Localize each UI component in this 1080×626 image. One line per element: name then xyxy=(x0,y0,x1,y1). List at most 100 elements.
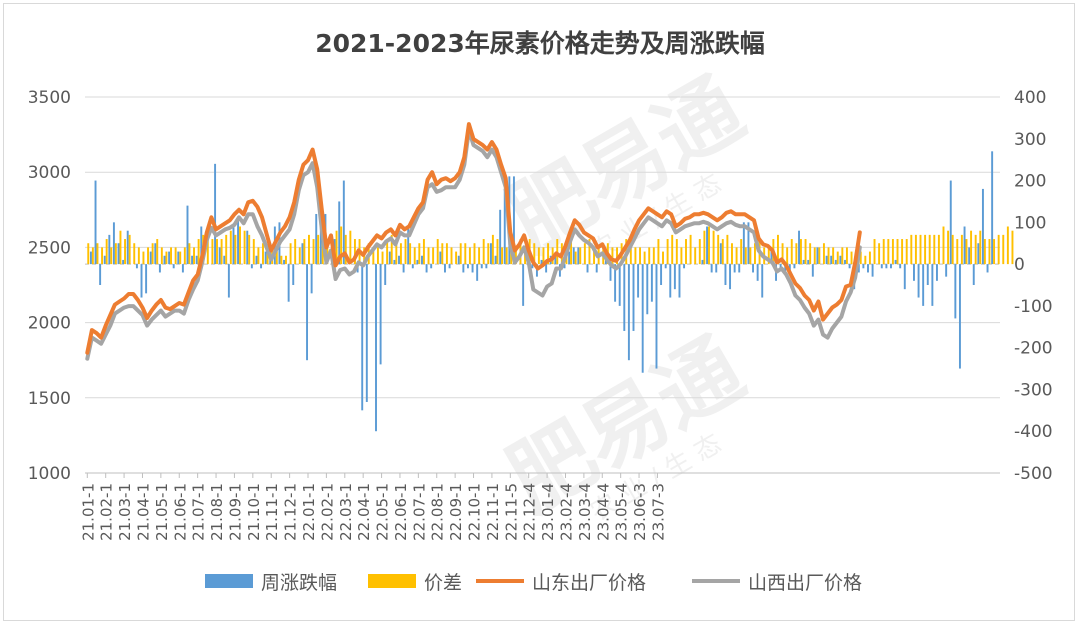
spread-bar xyxy=(280,255,283,265)
spread-bar xyxy=(542,247,545,265)
weekly-change-bar xyxy=(494,255,497,265)
weekly-change-bar xyxy=(986,264,989,273)
spread-bar xyxy=(703,230,706,265)
right-tick-label: -200 xyxy=(1014,339,1053,359)
spread-bar xyxy=(891,239,894,265)
right-tick-label: 100 xyxy=(1014,213,1046,233)
spread-bar xyxy=(294,239,297,265)
spread-bar xyxy=(813,247,816,265)
watermark-group: 肥易通 农 业 / 生 态 肥易通 农 业 / 生 态 xyxy=(492,59,759,530)
spread-bar xyxy=(786,247,789,265)
spread-bar xyxy=(809,243,812,265)
weekly-change-bar xyxy=(719,243,722,265)
weekly-change-bar xyxy=(476,264,479,281)
weekly-change-bar xyxy=(862,264,865,269)
spread-bar xyxy=(827,247,830,265)
spread-bar xyxy=(386,239,389,265)
weekly-change-bar xyxy=(673,264,676,290)
spread-bar xyxy=(799,239,802,265)
spread-bar xyxy=(179,251,182,265)
x-tick-label: 21.11-1 xyxy=(263,483,281,541)
spread-bar xyxy=(776,234,779,265)
x-tick-label: 22.10-1 xyxy=(466,483,484,541)
weekly-change-bar xyxy=(416,259,419,265)
weekly-change-bar xyxy=(126,230,129,265)
weekly-change-bars xyxy=(89,151,994,432)
spread-bar xyxy=(648,247,651,265)
weekly-change-bar xyxy=(867,264,869,273)
weekly-change-bar xyxy=(563,264,566,269)
weekly-change-bar xyxy=(103,255,106,265)
spread-bar xyxy=(537,247,540,265)
x-tick-label: 22.07-1 xyxy=(410,483,428,541)
spread-bar xyxy=(188,243,191,265)
weekly-change-bar xyxy=(890,264,892,269)
spread-bar xyxy=(666,239,669,265)
weekly-change-bar xyxy=(260,264,263,269)
spread-bar xyxy=(142,251,145,265)
weekly-change-bar xyxy=(830,255,833,265)
spread-bar xyxy=(220,239,223,265)
spread-bar xyxy=(868,251,871,265)
weekly-change-bar xyxy=(218,247,221,265)
weekly-change-bar xyxy=(857,264,860,273)
weekly-change-bar xyxy=(163,255,166,265)
right-tick-label: 200 xyxy=(1014,172,1046,192)
weekly-change-bar xyxy=(264,251,267,265)
spread-bar xyxy=(744,247,747,265)
spread-bar xyxy=(395,239,398,265)
chart-title: 2021-2023年尿素价格走势及周涨跌幅 xyxy=(315,29,765,58)
weekly-change-bar xyxy=(752,264,755,273)
spread-bar xyxy=(841,247,844,265)
spread-bar xyxy=(574,251,577,265)
spread-bar xyxy=(781,243,784,265)
spread-bar xyxy=(708,226,710,265)
weekly-change-bar xyxy=(457,255,460,265)
spread-bar xyxy=(873,239,876,265)
spread-bar xyxy=(124,239,127,265)
weekly-change-bar xyxy=(540,259,543,265)
weekly-change-bar xyxy=(108,234,111,265)
weekly-change-bar xyxy=(572,247,575,265)
weekly-change-bar xyxy=(715,264,718,273)
spread-bar xyxy=(349,230,352,265)
weekly-change-bar xyxy=(512,176,515,265)
weekly-change-bar xyxy=(319,226,322,265)
weekly-change-bar xyxy=(595,264,598,273)
spread-bar xyxy=(266,247,269,265)
weekly-change-bar xyxy=(949,180,952,265)
x-tick-label: 21.05-1 xyxy=(153,483,171,541)
spread-bar xyxy=(850,251,853,265)
spread-bar xyxy=(896,239,899,265)
weekly-change-bar xyxy=(632,264,635,331)
spread-bar xyxy=(767,247,770,265)
weekly-change-bar xyxy=(439,251,442,265)
x-tick-label: 21.12-1 xyxy=(282,483,300,541)
weekly-change-bar xyxy=(802,259,805,265)
weekly-change-bar xyxy=(425,264,428,273)
weekly-change-bar xyxy=(844,259,846,265)
weekly-change-bar xyxy=(678,264,681,298)
weekly-change-bar xyxy=(94,180,97,265)
weekly-change-bar xyxy=(255,255,258,265)
spread-bar xyxy=(671,234,674,265)
weekly-change-bar xyxy=(181,264,184,273)
weekly-change-bar xyxy=(135,264,138,269)
spread-bar xyxy=(657,239,660,265)
weekly-change-bar xyxy=(407,226,410,265)
spread-bar xyxy=(133,243,136,265)
weekly-change-bar xyxy=(738,264,741,273)
spread-bar xyxy=(547,243,550,265)
spread-bar xyxy=(662,251,664,265)
right-tick-label: 300 xyxy=(1014,130,1046,150)
weekly-change-bar xyxy=(283,259,286,265)
weekly-change-bar xyxy=(112,222,115,265)
weekly-change-bar xyxy=(779,264,782,269)
weekly-change-bar xyxy=(172,264,175,269)
spread-bar xyxy=(257,247,260,265)
spread-bar xyxy=(197,239,200,265)
weekly-change-bar xyxy=(214,163,217,265)
legend-label: 山西出厂价格 xyxy=(748,572,862,594)
spread-bar xyxy=(441,243,444,265)
